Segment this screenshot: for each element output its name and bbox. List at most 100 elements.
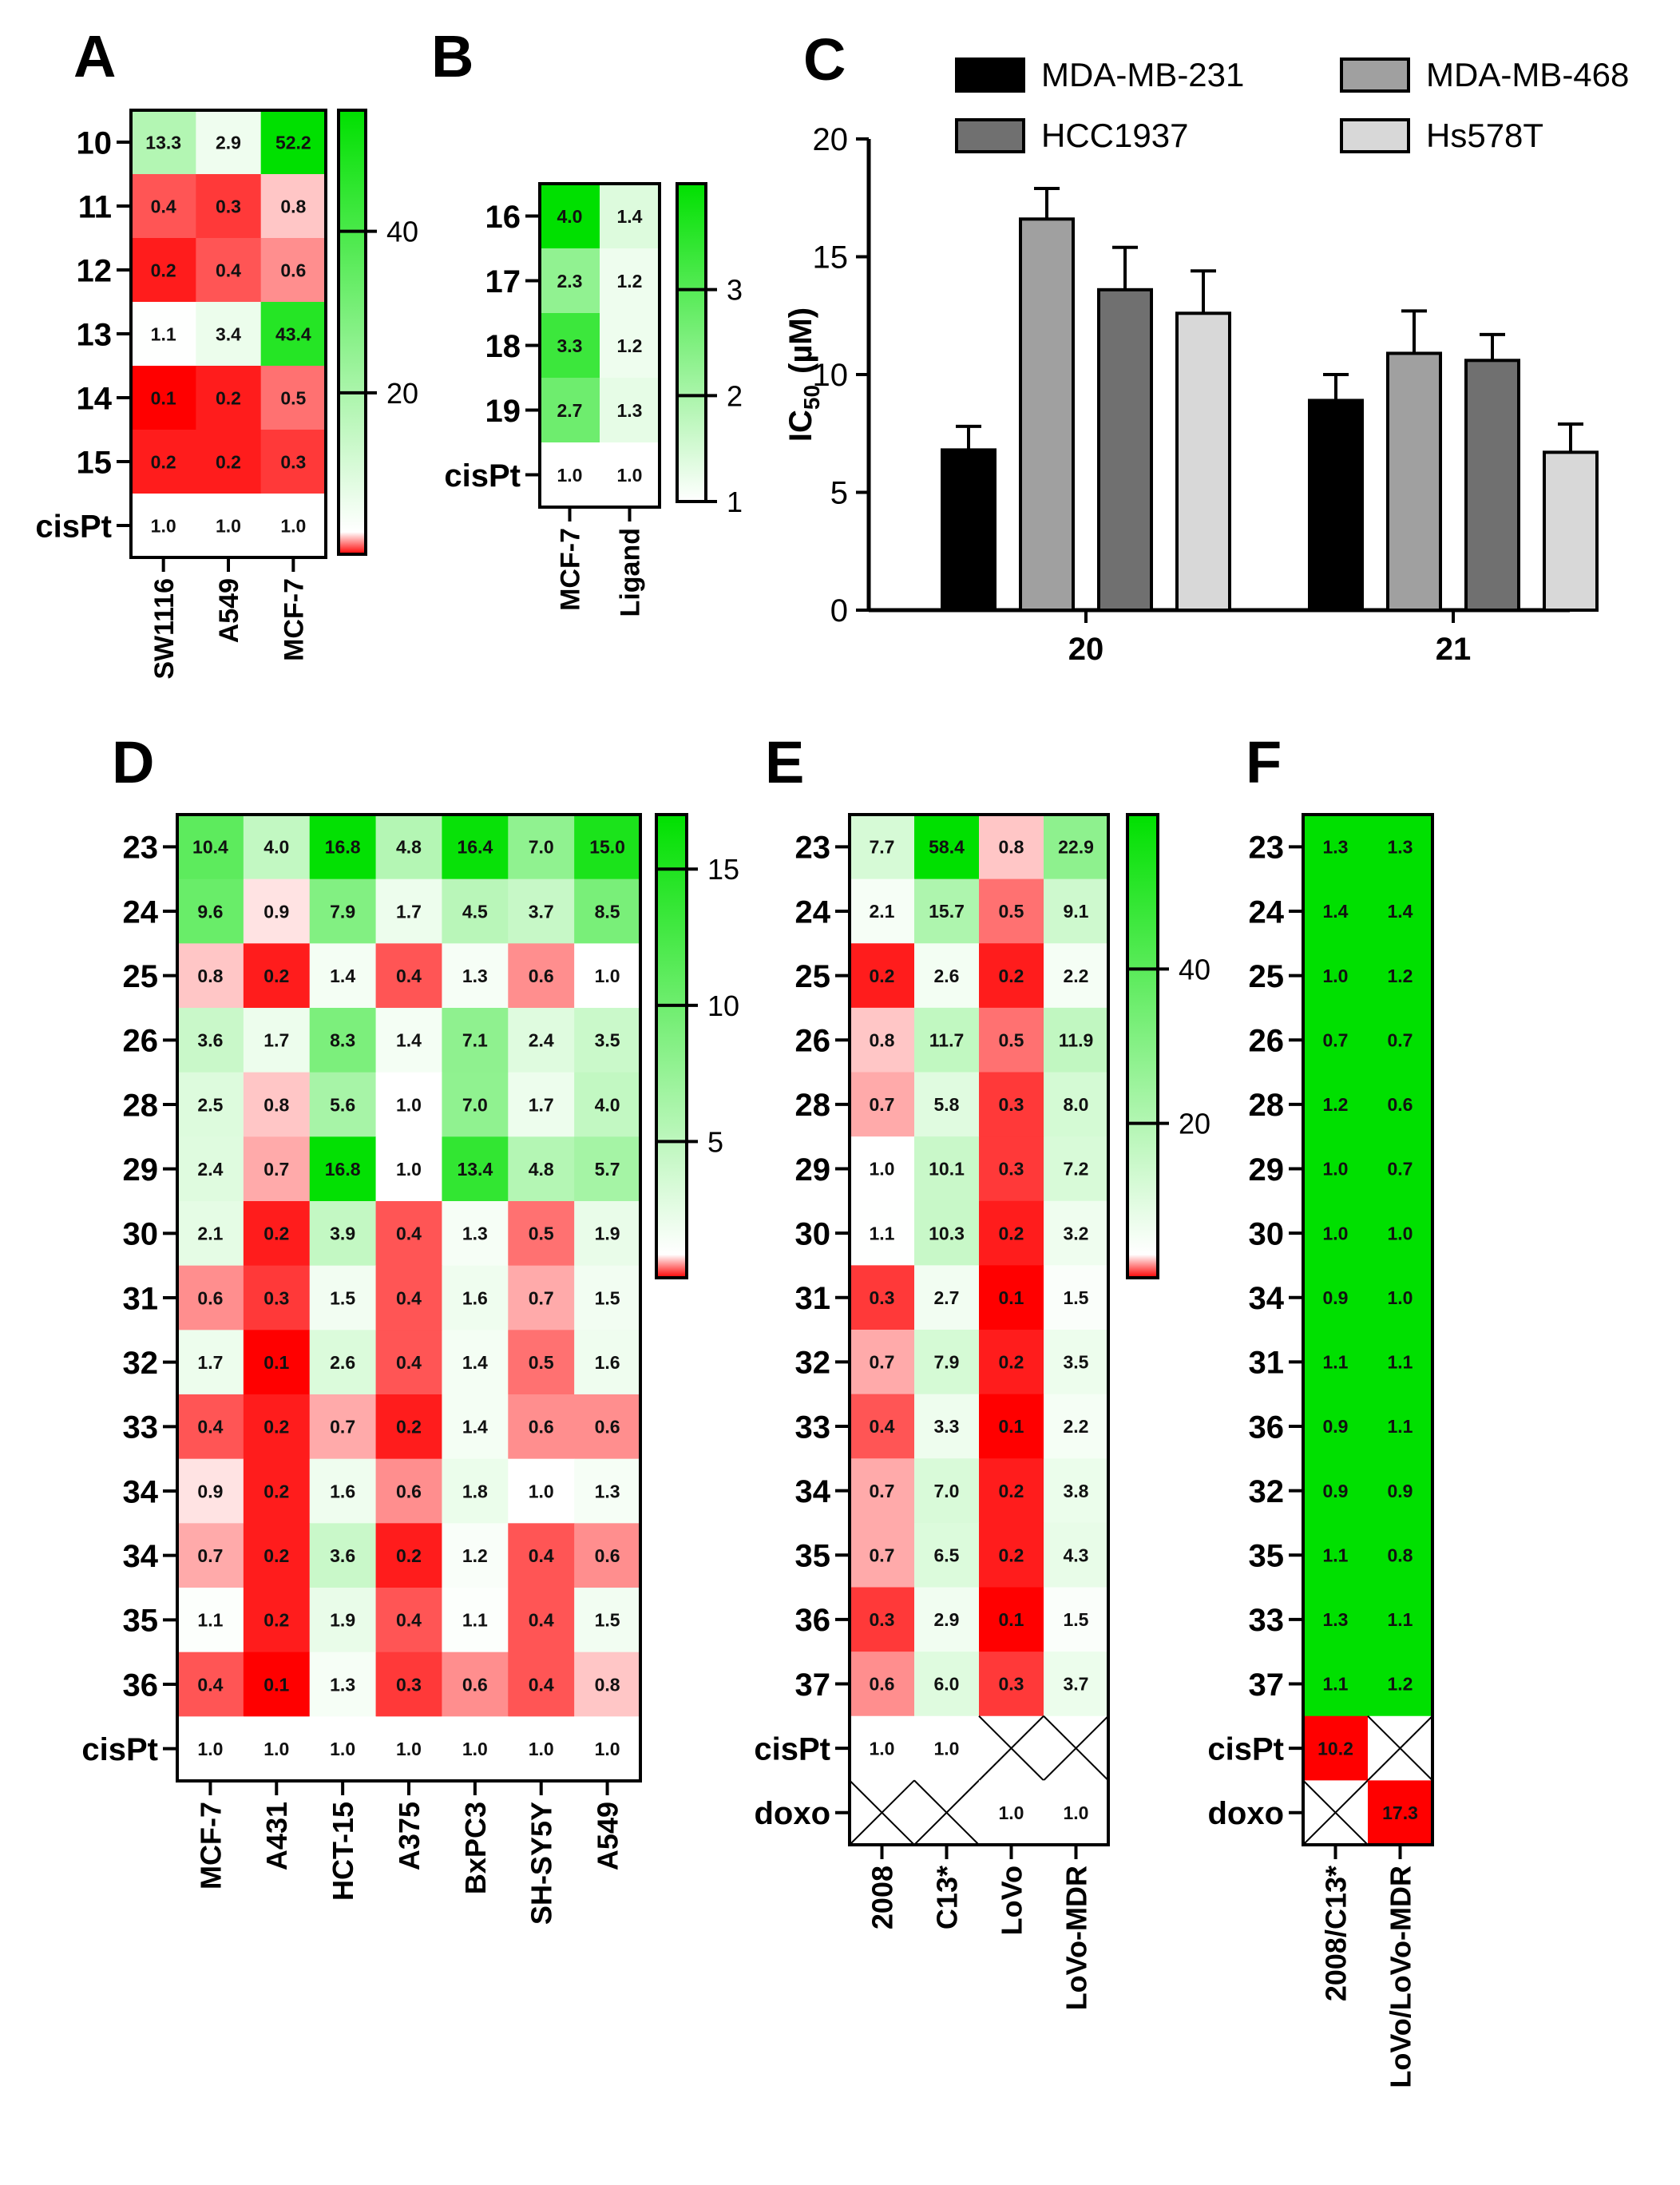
heatmap-cell (375, 1523, 442, 1588)
row-label: 29 (795, 1152, 831, 1188)
heatmap-cell (1303, 1136, 1369, 1202)
colorbar-tick-label: 40 (1179, 953, 1210, 985)
heatmap-panel-B: B 4.0 1.4 2.3 1.2 3.3 1.2 2.7 1.3 1.0 1.0 16 17 18 19 c… (431, 23, 661, 617)
cell-value: 1.5 (1064, 1287, 1089, 1308)
cell-value: 0.7 (870, 1352, 895, 1373)
heatmap-cell (914, 1136, 980, 1202)
cell-value: 1.3 (462, 1223, 488, 1244)
cell-value: 8.3 (330, 1030, 355, 1051)
cell-value: 0.7 (870, 1094, 895, 1115)
heatmap-cell (850, 1200, 915, 1266)
row-label: 31 (795, 1281, 831, 1316)
heatmap-cell (309, 1136, 377, 1202)
heatmap-cell (309, 1588, 377, 1653)
cell-value: 2.9 (934, 1609, 960, 1630)
heatmap-cell (574, 1394, 641, 1460)
column-label: A431 (260, 1802, 293, 1870)
cell-value: 1.4 (462, 1417, 488, 1438)
heatmap-cell (850, 1007, 915, 1073)
heatmap-cell (850, 1330, 915, 1395)
heatmap-cell (574, 1265, 641, 1330)
heatmap-cell (375, 1330, 442, 1395)
heatmap-cell (574, 1523, 641, 1588)
heatmap-cell (177, 1201, 244, 1267)
heatmap-panel-E: E 7.7 58.4 0.8 22.9 2.1 15.7 0.5 9.1 0.2 2.6 0.2 2.2… (754, 729, 1110, 2010)
column-label: LoVo/LoVo-MDR (1384, 1866, 1417, 2088)
cell-value: 1.3 (595, 1481, 620, 1501)
heatmap-cell (1368, 1394, 1433, 1459)
cell-value: 2.7 (557, 400, 583, 421)
heatmap-cell (442, 1330, 509, 1395)
cell-value: 3.2 (1064, 1223, 1089, 1243)
cell-value: 52.2 (275, 132, 311, 153)
cross-line (978, 1715, 1044, 1782)
cell-value: 1.0 (617, 465, 643, 486)
cross-line (1302, 1779, 1369, 1846)
cell-value: 0.4 (396, 1610, 422, 1631)
heatmap-cell (375, 1136, 442, 1202)
cell-value: 1.0 (263, 1739, 289, 1759)
cell-value: 1.7 (263, 1030, 289, 1051)
legend-label: MDA-MB-231 (1041, 56, 1244, 93)
colorbar-tick-label: 40 (386, 216, 418, 248)
cell-value: 0.3 (263, 1287, 289, 1308)
heatmap-cell (260, 238, 327, 303)
cell-value: 1.1 (1323, 1545, 1349, 1565)
cell-value: 0.4 (396, 1223, 422, 1244)
heatmap-cell (243, 1523, 311, 1588)
bar (941, 448, 997, 613)
cell-value: 0.4 (529, 1545, 554, 1566)
cell-value: 0.8 (999, 837, 1024, 858)
heatmap-cell (574, 1136, 641, 1202)
column-label: MCF-7 (556, 528, 586, 611)
cell-value: 13.3 (145, 132, 181, 153)
row-label: 34 (123, 1539, 159, 1574)
cell-value: 1.0 (529, 1481, 554, 1501)
row-label: 31 (123, 1281, 159, 1316)
heatmap-cell (979, 1330, 1044, 1395)
cell-value: 3.9 (330, 1223, 355, 1244)
row-label: 32 (1249, 1474, 1285, 1509)
cell-value: 5.7 (595, 1159, 620, 1180)
cell-value: 0.2 (870, 966, 895, 986)
heatmap-cell (309, 1072, 377, 1137)
panel-label: D (112, 729, 154, 795)
row-label: 12 (77, 253, 113, 288)
cell-value: 1.3 (462, 966, 488, 986)
row-label: 24 (1249, 894, 1285, 930)
row-label: 30 (795, 1216, 831, 1251)
cell-value: 1.1 (462, 1610, 488, 1631)
row-label: 10 (77, 125, 113, 161)
heatmap-cell (309, 1394, 377, 1460)
cell-value: 2.6 (330, 1352, 355, 1373)
heatmap-cell (574, 1330, 641, 1395)
heatmap-cell (914, 878, 980, 944)
row-label: 31 (1249, 1346, 1285, 1381)
cell-value: 11.7 (929, 1029, 965, 1050)
heatmap-panel-F: F 1.3 1.3 1.4 1.4 1.0 1.2 0.7 0.7 1.2 0.6 1.0 0.7 1.0… (1207, 729, 1434, 2088)
heatmap-frame (1302, 813, 1434, 1846)
bar (1386, 351, 1442, 612)
cell-value: 2.1 (197, 1223, 223, 1244)
x-tick-label: 21 (1436, 632, 1472, 667)
cell-value: 15.7 (929, 901, 965, 922)
heatmap-cell (442, 1716, 509, 1782)
heatmap-cell (1303, 1330, 1369, 1395)
heatmap-cell (1044, 1072, 1109, 1137)
heatmap-cell (1044, 1136, 1109, 1202)
heatmap-cell (979, 1522, 1044, 1588)
cell-value: 1.4 (1323, 901, 1349, 922)
legend-label: MDA-MB-468 (1426, 56, 1629, 93)
heatmap-cell (177, 943, 244, 1009)
heatmap-cell (243, 1588, 311, 1653)
cell-value: 0.4 (870, 1416, 895, 1437)
cell-value: 0.2 (263, 1223, 289, 1244)
heatmap-cell (196, 238, 262, 303)
cell-value: 0.8 (263, 1094, 289, 1115)
cell-value: 1.4 (462, 1352, 488, 1373)
cell-value: 5.6 (330, 1094, 355, 1115)
heatmap-cell (177, 1716, 244, 1782)
cell-value: 0.9 (1323, 1416, 1349, 1437)
heatmap-cell (196, 302, 262, 367)
